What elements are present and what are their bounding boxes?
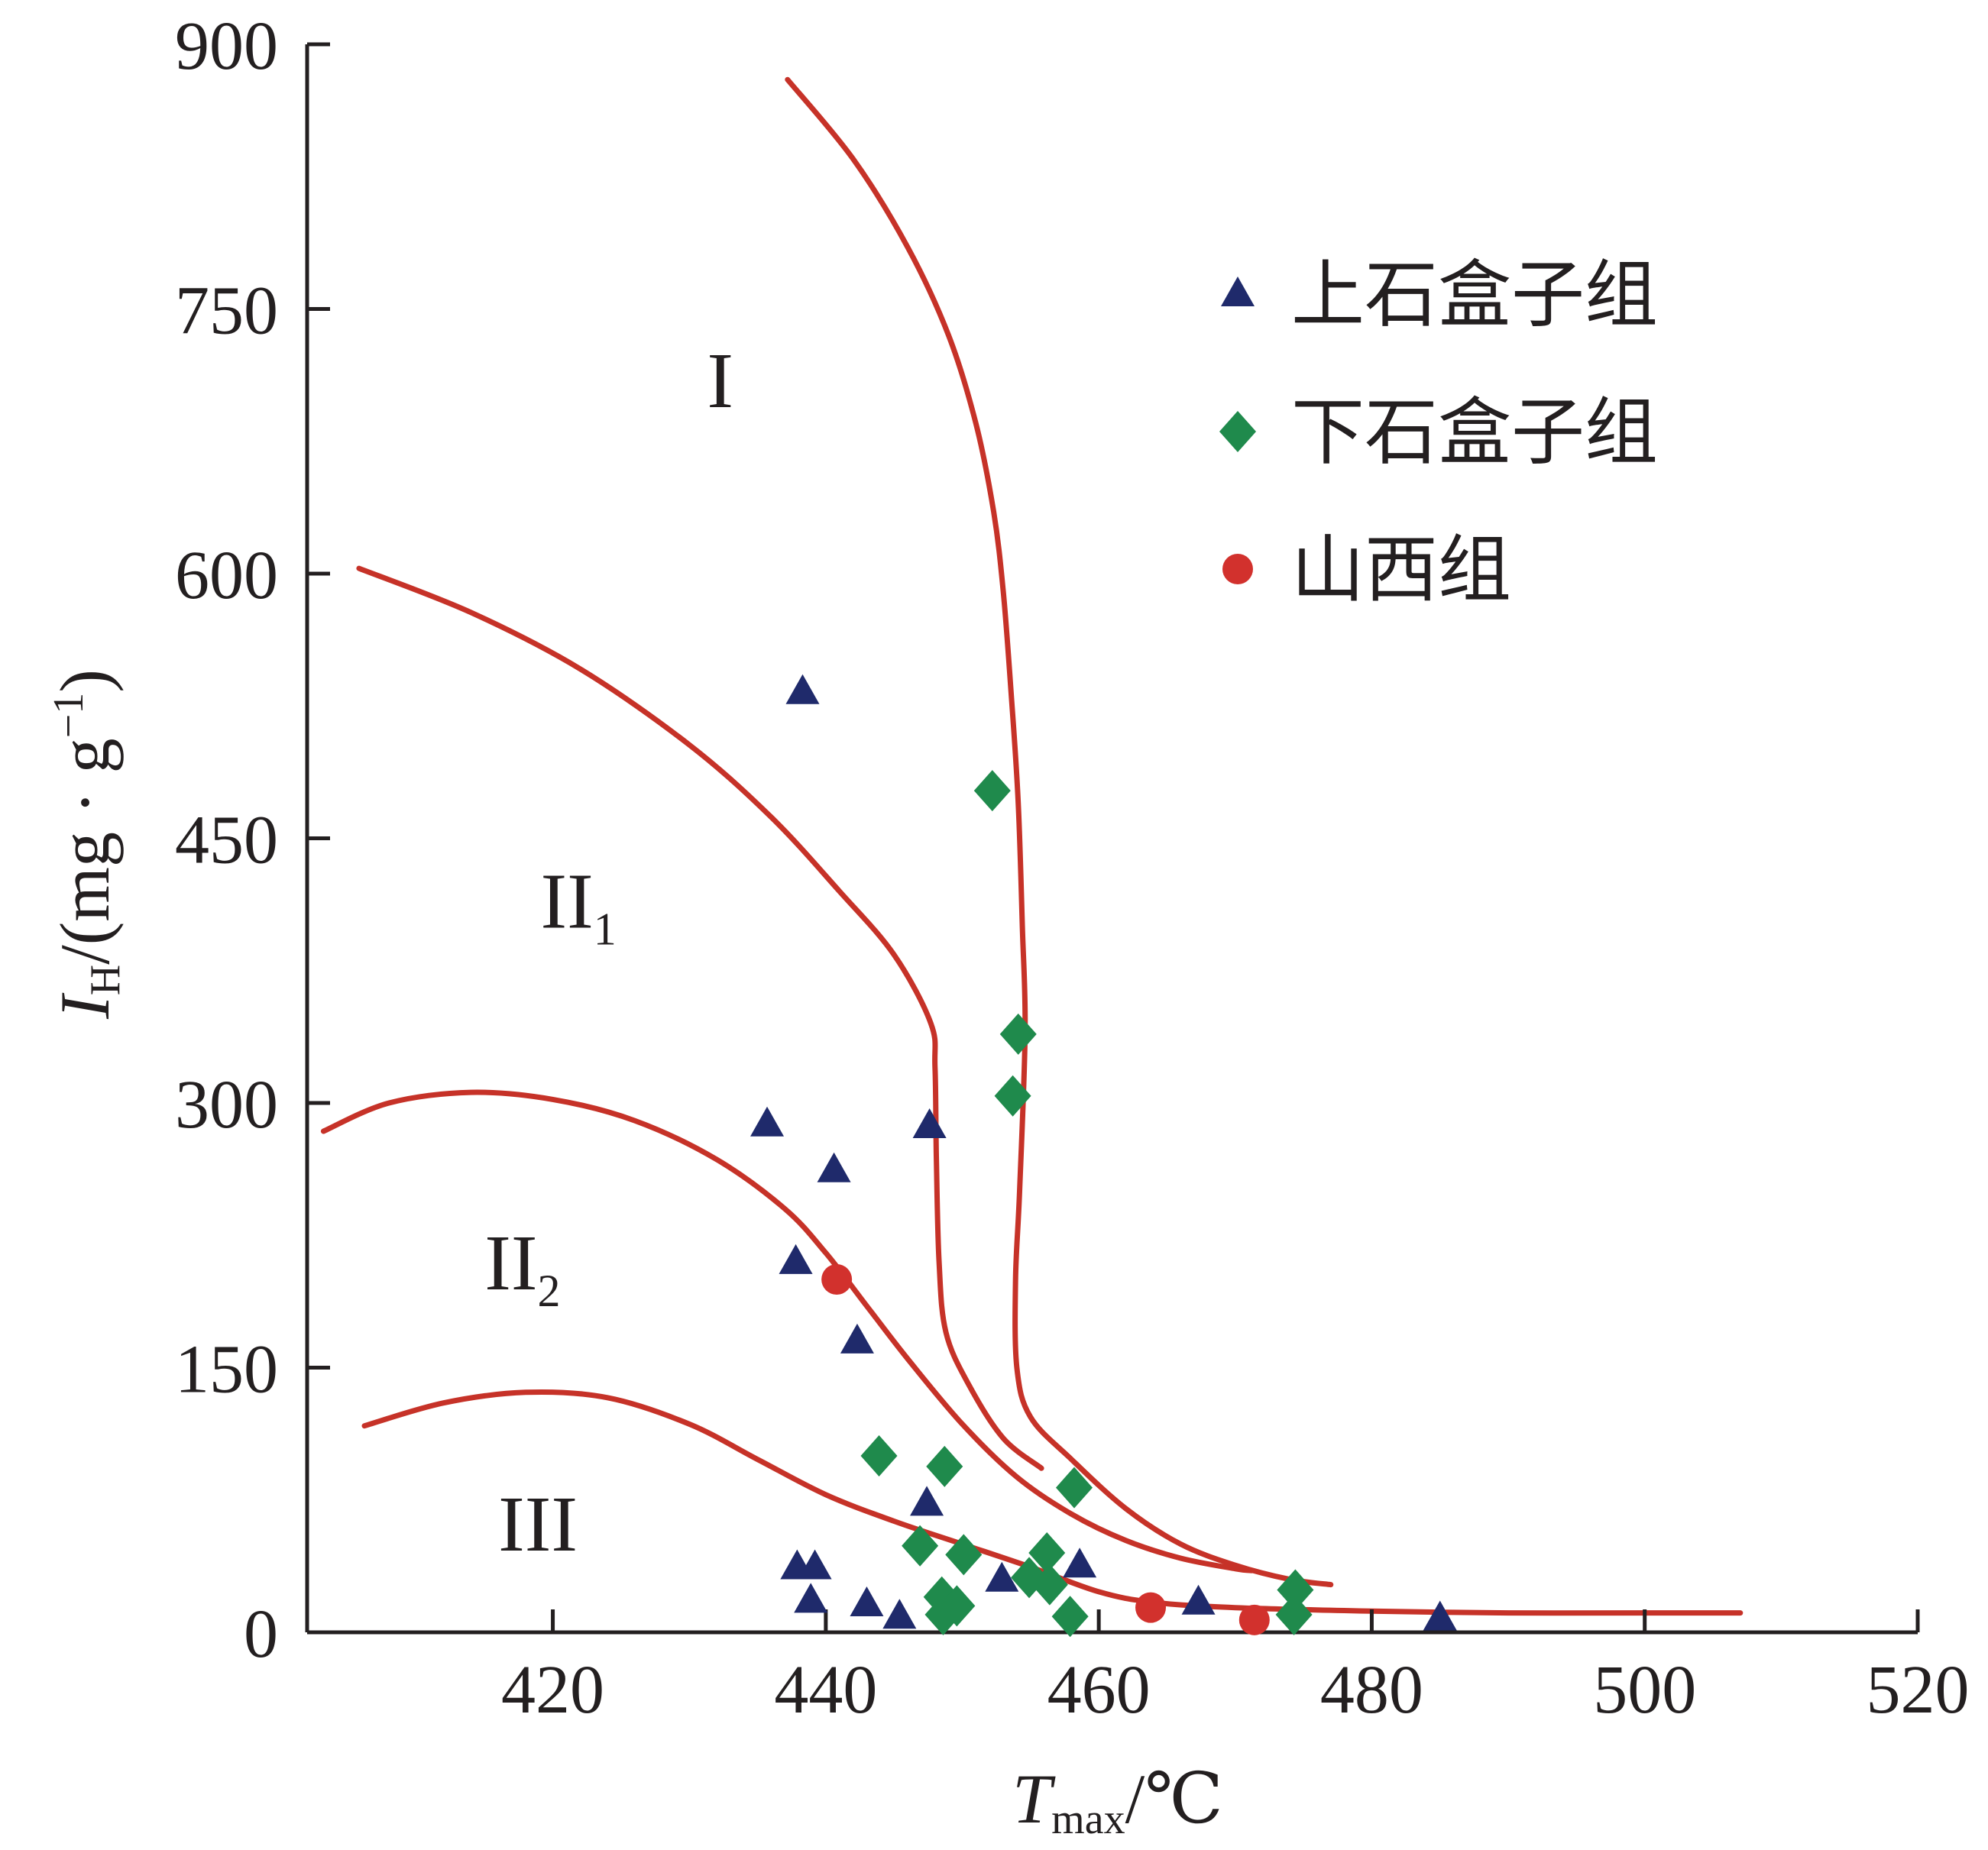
y-axis-sub: H <box>82 965 129 995</box>
triangle-point <box>985 1561 1019 1592</box>
y-axis-var: I <box>46 992 124 1020</box>
legend-label: 下石盒子组 <box>1291 390 1658 475</box>
x-tick-label: 520 <box>1867 1652 1970 1728</box>
triangle-point <box>1423 1600 1457 1631</box>
diamond-point <box>1028 1532 1066 1574</box>
triangle-point <box>840 1323 874 1354</box>
boundary-curve <box>361 1389 1744 1616</box>
diamond-point <box>1277 1569 1314 1611</box>
diamond-point <box>1055 1467 1093 1509</box>
y-tick-label: 750 <box>175 273 278 349</box>
boundary-curve <box>785 76 1334 1588</box>
diamond-point <box>994 1075 1031 1117</box>
diamond-point <box>1275 1593 1313 1635</box>
boundary-curve <box>320 1089 1255 1573</box>
triangle-point <box>882 1599 917 1629</box>
triangle-point <box>785 674 820 704</box>
circle-point <box>821 1264 853 1295</box>
x-axis-title: Tmax/℃ <box>1012 1760 1223 1843</box>
y-axis-unit: /(mg · g <box>46 738 124 964</box>
axes: 0 150 300 450 600 750 900 420 440 460 480 500 520 Tma… <box>45 8 1970 1843</box>
diamond-point <box>999 1013 1037 1055</box>
x-tick-label: 500 <box>1593 1652 1696 1728</box>
triangle-point <box>779 1244 813 1274</box>
diamond-point <box>973 770 1011 812</box>
boundary-curve <box>356 565 1044 1471</box>
region-label-base: I <box>707 337 733 425</box>
y-tick-label: 0 <box>244 1596 278 1672</box>
triangle-point <box>912 1108 947 1139</box>
y-tick-label: 900 <box>175 8 278 84</box>
diamond-point <box>945 1534 983 1576</box>
diamond-point <box>1051 1596 1089 1638</box>
x-tick-label: 460 <box>1047 1652 1151 1728</box>
triangle-point <box>1181 1584 1216 1615</box>
x-tick-label: 440 <box>774 1652 877 1728</box>
x-tick-label: 420 <box>501 1652 604 1728</box>
diamond-point <box>924 1593 962 1635</box>
region-label-sub: 1 <box>594 904 617 954</box>
y-tick-label: 600 <box>175 538 278 613</box>
y-tick-label: 300 <box>175 1067 278 1143</box>
diamond-point <box>926 1445 963 1487</box>
x-axis-var: T <box>1012 1760 1056 1838</box>
triangle-point <box>910 1486 944 1516</box>
diamond-point <box>1031 1564 1068 1606</box>
region-label: III <box>498 1480 578 1568</box>
diamond-point <box>902 1525 939 1567</box>
y-tick-label: 150 <box>175 1332 278 1408</box>
triangle-point <box>794 1583 828 1613</box>
x-tick-label: 480 <box>1320 1652 1423 1728</box>
data-markers <box>750 674 1457 1638</box>
boundary-curves <box>320 76 1744 1616</box>
legend-marker <box>1219 411 1256 452</box>
triangle-point <box>850 1586 884 1617</box>
region-label: I <box>707 337 733 425</box>
triangle-point <box>750 1106 785 1137</box>
region-label-sub: 2 <box>538 1266 561 1316</box>
legend-marker <box>1221 277 1255 306</box>
diamond-point <box>860 1435 898 1476</box>
legend-label: 上石盒子组 <box>1291 252 1658 338</box>
region-label-base: III <box>498 1480 578 1568</box>
circle-point <box>1238 1604 1270 1635</box>
region-label-base: II <box>540 857 593 945</box>
y-axis-unit-end: ) <box>46 669 124 693</box>
region-label: II2 <box>484 1219 560 1316</box>
region-label-base: II <box>484 1219 537 1307</box>
triangle-point <box>1063 1548 1097 1578</box>
x-axis-unit: /℃ <box>1125 1760 1223 1838</box>
y-axis-unit-sup: −1 <box>45 693 92 739</box>
circle-point <box>1135 1592 1167 1623</box>
triangle-point <box>798 1549 832 1580</box>
legend-label: 山西组 <box>1291 527 1511 613</box>
x-axis-sub: max <box>1051 1796 1125 1843</box>
region-label: II1 <box>540 857 616 954</box>
legend-marker <box>1222 554 1253 584</box>
triangle-point <box>817 1152 851 1182</box>
y-tick-label: 450 <box>175 803 278 878</box>
y-axis-title: IH/(mg · g−1) <box>45 669 129 1020</box>
